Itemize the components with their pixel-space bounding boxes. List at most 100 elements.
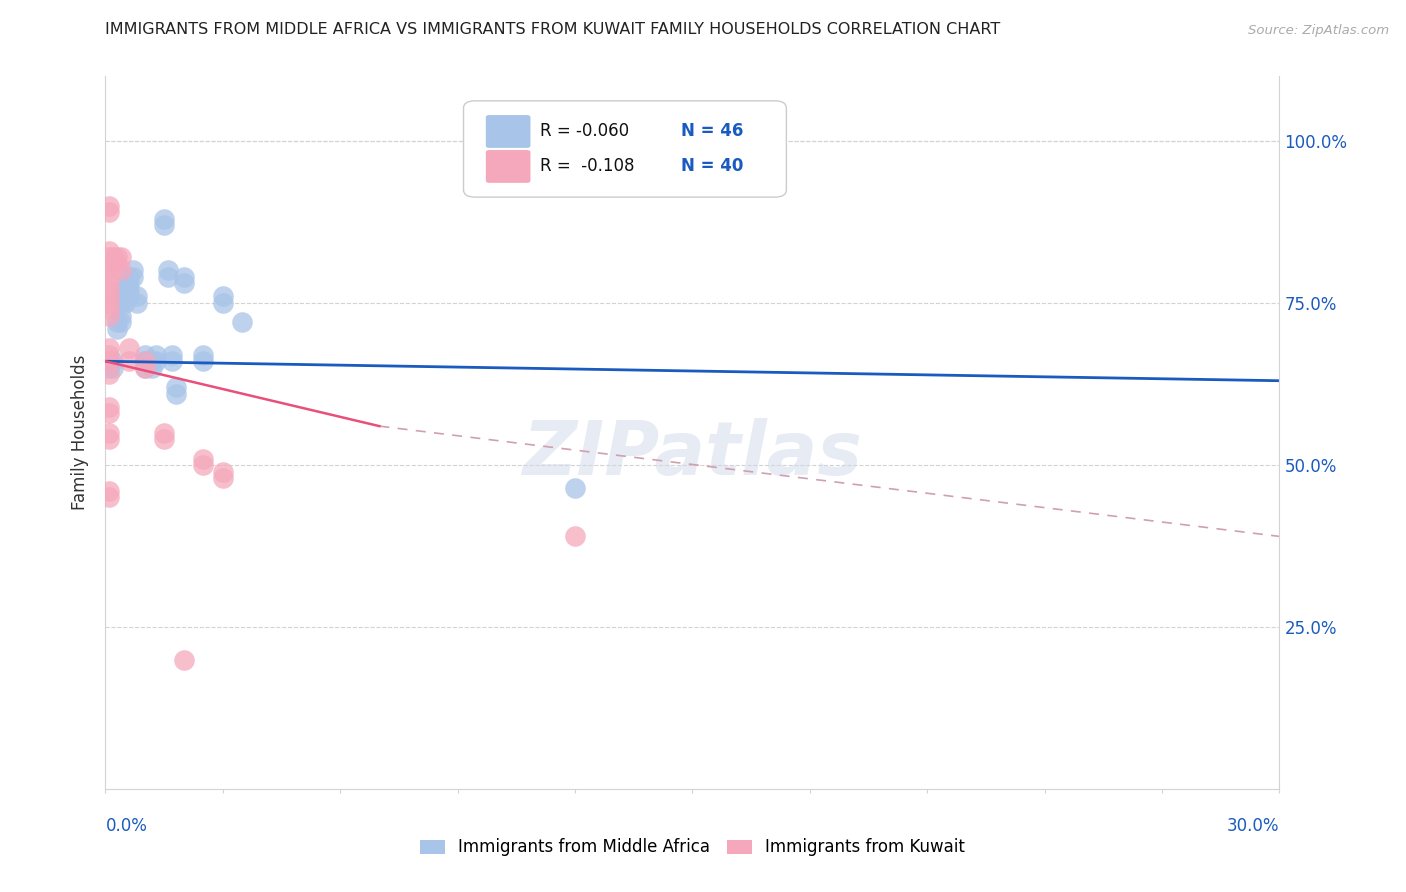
FancyBboxPatch shape [464, 101, 786, 197]
Point [193, 354, 215, 368]
Point [110, 309, 132, 323]
Point [98, 302, 121, 317]
Point [165, 380, 187, 394]
Point [564, 481, 586, 495]
Point [134, 360, 156, 375]
Point [105, 251, 128, 265]
Point [160, 354, 183, 368]
Point [103, 257, 125, 271]
Point [98, 368, 121, 382]
Point [98, 269, 121, 284]
Text: R = -0.060: R = -0.060 [540, 122, 628, 140]
Point [98, 400, 121, 414]
Point [145, 354, 167, 368]
Point [145, 348, 167, 362]
Point [98, 251, 121, 265]
Point [134, 354, 156, 368]
Text: N = 46: N = 46 [681, 122, 744, 140]
Point [141, 360, 163, 375]
Text: R =  -0.108: R = -0.108 [540, 158, 634, 176]
Point [211, 289, 233, 303]
Point [114, 289, 136, 303]
Point [193, 458, 215, 472]
Point [110, 315, 132, 329]
Point [118, 269, 141, 284]
Point [141, 354, 163, 368]
Point [157, 269, 180, 284]
Point [98, 263, 121, 277]
Point [193, 451, 215, 466]
Text: Source: ZipAtlas.com: Source: ZipAtlas.com [1249, 24, 1389, 37]
Point [118, 341, 141, 355]
Point [98, 198, 121, 212]
Point [98, 341, 121, 355]
Point [211, 465, 233, 479]
Point [98, 289, 121, 303]
Point [105, 257, 128, 271]
Point [103, 354, 125, 368]
FancyBboxPatch shape [486, 115, 530, 148]
Point [153, 211, 176, 226]
Point [98, 354, 121, 368]
Text: 30.0%: 30.0% [1227, 817, 1279, 835]
Text: IMMIGRANTS FROM MIDDLE AFRICA VS IMMIGRANTS FROM KUWAIT FAMILY HOUSEHOLDS CORREL: IMMIGRANTS FROM MIDDLE AFRICA VS IMMIGRA… [105, 22, 1001, 37]
Point [564, 529, 586, 543]
Point [98, 491, 121, 505]
Point [173, 653, 195, 667]
Point [153, 218, 176, 232]
Point [193, 348, 215, 362]
Point [98, 354, 121, 368]
Point [114, 277, 136, 291]
Point [98, 309, 121, 323]
Y-axis label: Family Households: Family Households [72, 355, 90, 510]
Point [98, 360, 121, 375]
Point [125, 289, 148, 303]
Point [105, 315, 128, 329]
Point [98, 283, 121, 297]
Point [153, 432, 176, 446]
Point [98, 205, 121, 219]
Point [160, 348, 183, 362]
Point [98, 432, 121, 446]
Point [211, 296, 233, 310]
Point [157, 263, 180, 277]
Point [153, 425, 176, 440]
Point [98, 244, 121, 258]
Point [165, 386, 187, 401]
Point [103, 251, 125, 265]
Point [173, 269, 195, 284]
Point [134, 348, 156, 362]
Point [134, 360, 156, 375]
Point [118, 289, 141, 303]
Point [114, 283, 136, 297]
Point [105, 322, 128, 336]
Point [98, 348, 121, 362]
Point [110, 263, 132, 277]
Point [98, 425, 121, 440]
Point [231, 315, 253, 329]
Point [98, 406, 121, 420]
Point [121, 263, 143, 277]
Point [118, 283, 141, 297]
Point [110, 296, 132, 310]
Point [110, 251, 132, 265]
Point [125, 296, 148, 310]
Point [134, 354, 156, 368]
Text: ZIPatlas: ZIPatlas [523, 417, 862, 491]
Point [110, 289, 132, 303]
Point [134, 354, 156, 368]
Point [173, 277, 195, 291]
Point [118, 354, 141, 368]
Point [211, 471, 233, 485]
Legend: Immigrants from Middle Africa, Immigrants from Kuwait: Immigrants from Middle Africa, Immigrant… [413, 832, 972, 863]
Point [98, 296, 121, 310]
Point [98, 483, 121, 498]
Point [98, 277, 121, 291]
Point [114, 296, 136, 310]
Point [118, 277, 141, 291]
FancyBboxPatch shape [486, 150, 530, 183]
Point [121, 269, 143, 284]
Text: N = 40: N = 40 [681, 158, 744, 176]
Point [103, 360, 125, 375]
Text: 0.0%: 0.0% [105, 817, 148, 835]
